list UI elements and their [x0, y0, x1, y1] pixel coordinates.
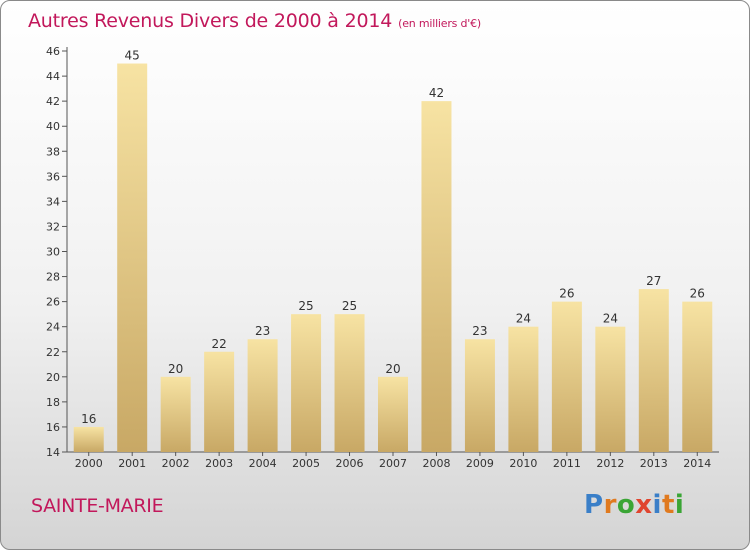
- y-tick-label: 42: [46, 95, 60, 108]
- y-tick-label: 24: [46, 321, 60, 334]
- bar-value-label: 20: [168, 362, 183, 376]
- x-tick-label: 2006: [336, 457, 364, 470]
- x-tick-label: 2005: [292, 457, 320, 470]
- x-tick-label: 2009: [466, 457, 494, 470]
- x-tick-label: 2008: [422, 457, 450, 470]
- y-tick-label: 40: [46, 120, 60, 133]
- y-tick-label: 22: [46, 346, 60, 359]
- unit-note: (en milliers d'€): [398, 17, 482, 30]
- logo-letter: o: [616, 490, 636, 520]
- bar-value-label: 45: [125, 49, 140, 63]
- y-tick-label: 44: [46, 70, 60, 83]
- bar: [595, 326, 626, 452]
- x-tick-label: 2011: [553, 457, 581, 470]
- x-tick-label: 2014: [683, 457, 711, 470]
- bar-value-label: 25: [298, 299, 313, 313]
- y-tick-label: 28: [46, 271, 60, 284]
- y-tick-label: 16: [46, 421, 60, 434]
- bar: [334, 314, 365, 452]
- chart-title: Autres Revenus Divers de 2000 à 2014 (en …: [28, 10, 481, 32]
- bar-value-label: 20: [385, 362, 400, 376]
- y-tick-label: 32: [46, 220, 60, 233]
- bar: [204, 351, 235, 452]
- bar-value-label: 42: [429, 86, 444, 100]
- logo-letter: x: [635, 490, 653, 520]
- bar: [247, 339, 278, 452]
- y-tick-label: 38: [46, 145, 60, 158]
- bar: [551, 301, 582, 452]
- x-tick-label: 2004: [249, 457, 277, 470]
- bar-value-label: 16: [81, 412, 96, 426]
- x-tick-label: 2013: [640, 457, 668, 470]
- bar-value-label: 22: [211, 337, 226, 351]
- y-tick-label: 20: [46, 371, 60, 384]
- y-tick-label: 18: [46, 396, 60, 409]
- bar-value-label: 26: [559, 287, 574, 301]
- x-tick-label: 2002: [162, 457, 190, 470]
- x-tick-label: 2012: [596, 457, 624, 470]
- proxiti-logo: Proxiti: [584, 490, 684, 520]
- commune-name: SAINTE-MARIE: [31, 495, 164, 517]
- bar-value-label: 26: [690, 287, 705, 301]
- bar: [421, 101, 452, 452]
- x-tick-label: 2001: [118, 457, 146, 470]
- bar: [291, 314, 322, 452]
- bar-value-label: 23: [255, 324, 270, 338]
- y-tick-label: 36: [46, 170, 60, 183]
- logo-letter: i: [674, 490, 685, 520]
- bar: [378, 376, 408, 452]
- bar-value-label: 24: [516, 312, 531, 326]
- y-tick-label: 34: [46, 195, 60, 208]
- bar-value-label: 27: [646, 274, 661, 288]
- y-tick-label: 30: [46, 246, 60, 259]
- bar: [638, 289, 669, 452]
- x-tick-label: 2000: [75, 457, 103, 470]
- bar: [160, 376, 191, 452]
- x-tick-label: 2003: [205, 457, 233, 470]
- logo-letter: P: [584, 490, 604, 520]
- chart-title-text: Autres Revenus Divers de 2000 à 2014: [28, 10, 393, 32]
- bar-value-label: 24: [603, 312, 618, 326]
- x-tick-label: 2007: [379, 457, 407, 470]
- y-tick-label: 26: [46, 296, 60, 309]
- bar: [508, 326, 539, 452]
- bar-value-label: 25: [342, 299, 357, 313]
- logo-letter: r: [603, 490, 617, 520]
- logo-letter: i: [652, 490, 662, 520]
- x-tick-label: 2010: [509, 457, 537, 470]
- bar-value-label: 23: [472, 324, 487, 338]
- bar: [682, 301, 713, 452]
- bar: [464, 339, 495, 452]
- bar: [73, 426, 104, 452]
- y-tick-label: 14: [46, 446, 60, 459]
- y-tick-label: 46: [46, 45, 60, 58]
- logo-letter: t: [661, 490, 675, 520]
- bar: [117, 63, 148, 452]
